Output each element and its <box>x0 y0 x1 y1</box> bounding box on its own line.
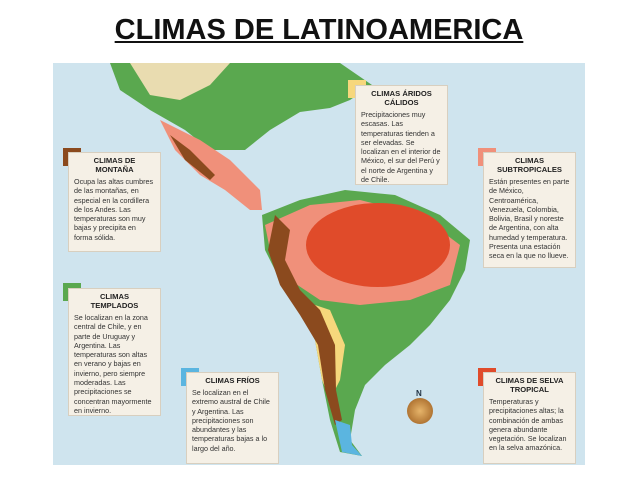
legend-title: CLIMAS ÁRIDOS CÁLIDOS <box>371 89 432 107</box>
legend-text: Precipitaciones muy escasas. Las tempera… <box>361 110 441 185</box>
legend-box: CLIMAS DE MONTAÑA Ocupa las altas cumbre… <box>68 152 161 252</box>
legend-title: CLIMAS FRÍOS <box>205 376 260 385</box>
cold-region <box>335 420 362 456</box>
legend-box: CLIMAS FRÍOS Se localizan en el extremo … <box>186 372 279 464</box>
compass-rose: N <box>407 389 433 424</box>
compass-label: N <box>416 389 422 398</box>
title: CLIMAS DE LATINOAMERICA <box>114 14 524 46</box>
legend-text: Se localizan en la zona central de Chile… <box>74 313 152 415</box>
legend-text: Se localizan en el extremo austral de Ch… <box>192 388 270 453</box>
legend-box: CLIMAS SUBTROPICALES Están presentes en … <box>483 152 576 268</box>
legend-box: CLIMAS DE SELVA TROPICAL Temperaturas y … <box>483 372 576 464</box>
legend-text: Están presentes en parte de México, Cent… <box>489 177 570 261</box>
legend-text: Temperaturas y precipitaciones altas; la… <box>489 397 567 453</box>
central-america <box>160 120 262 210</box>
legend-title: CLIMAS SUBTROPICALES <box>497 156 562 174</box>
legend-box: CLIMAS ÁRIDOS CÁLIDOS Precipitaciones mu… <box>355 85 448 185</box>
amazon-region <box>306 203 450 287</box>
legend-title: CLIMAS TEMPLADOS <box>90 292 139 310</box>
legend-text: Ocupa las altas cumbres de las montañas,… <box>74 177 154 242</box>
legend-title: CLIMAS DE SELVA TROPICAL <box>495 376 564 394</box>
mexico-mountains <box>170 135 215 180</box>
arid-north <box>130 63 230 100</box>
legend-title: CLIMAS DE MONTAÑA <box>93 156 136 174</box>
legend-box: CLIMAS TEMPLADOS Se localizan en la zona… <box>68 288 161 416</box>
andes <box>268 215 342 425</box>
